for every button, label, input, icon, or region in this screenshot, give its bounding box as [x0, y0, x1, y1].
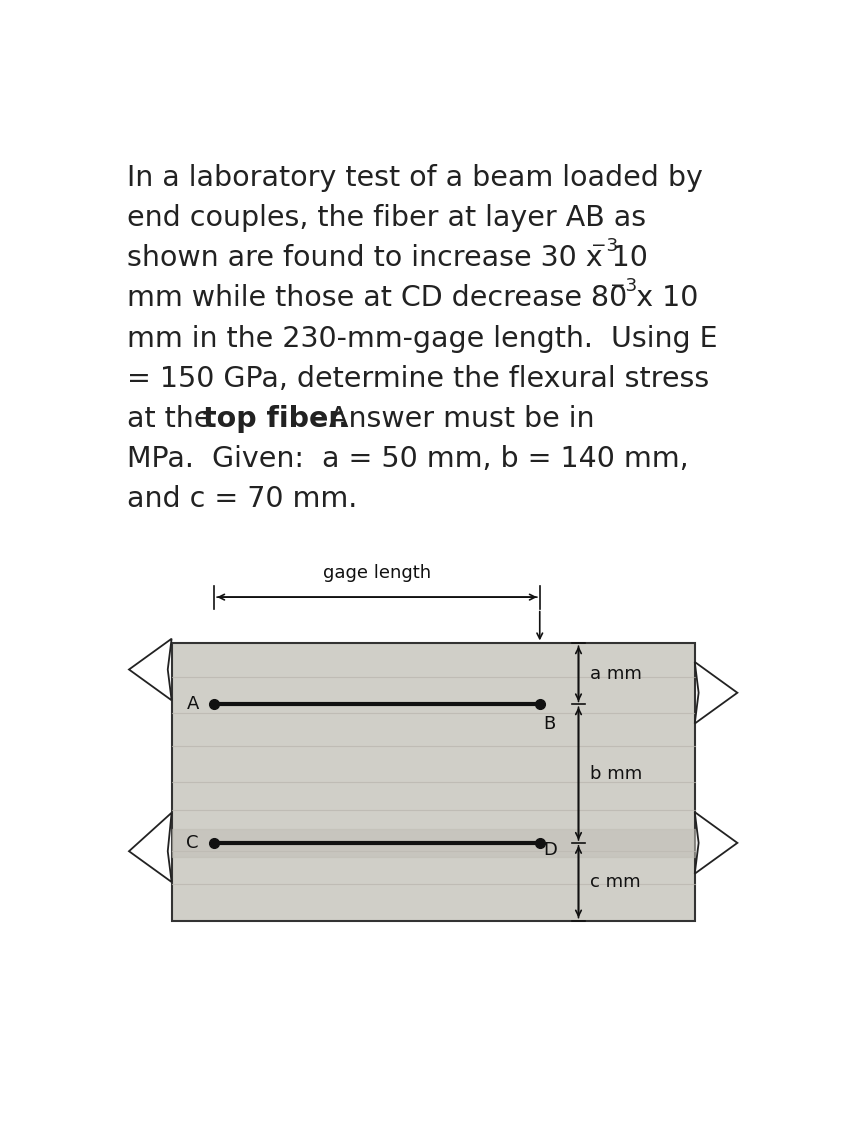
- Text: A: A: [186, 695, 199, 713]
- Text: D: D: [544, 841, 558, 859]
- Polygon shape: [695, 662, 738, 724]
- Text: MPa.  Given:  a = 50 mm, b = 140 mm,: MPa. Given: a = 50 mm, b = 140 mm,: [128, 445, 689, 473]
- Text: Answer must be in: Answer must be in: [311, 404, 595, 432]
- Text: = 150 GPa, determine the flexural stress: = 150 GPa, determine the flexural stress: [128, 365, 710, 393]
- Text: shown are found to increase 30 x 10: shown are found to increase 30 x 10: [128, 244, 648, 272]
- Text: C: C: [186, 834, 199, 852]
- Text: gage length: gage length: [323, 564, 431, 582]
- Text: top fiber.: top fiber.: [203, 404, 349, 432]
- Text: −3: −3: [591, 236, 618, 254]
- Bar: [172, 643, 695, 921]
- Text: mm in the 230-mm-gage length.  Using E: mm in the 230-mm-gage length. Using E: [128, 324, 718, 352]
- Text: c mm: c mm: [591, 873, 640, 891]
- Polygon shape: [129, 813, 172, 882]
- Text: a mm: a mm: [591, 664, 642, 682]
- Text: end couples, the fiber at layer AB as: end couples, the fiber at layer AB as: [128, 205, 646, 232]
- Text: at the: at the: [128, 404, 221, 432]
- Text: −3: −3: [609, 277, 637, 295]
- Polygon shape: [129, 638, 172, 700]
- Text: In a laboratory test of a beam loaded by: In a laboratory test of a beam loaded by: [128, 164, 703, 193]
- Polygon shape: [695, 812, 738, 874]
- Text: mm while those at CD decrease 80 x 10: mm while those at CD decrease 80 x 10: [128, 285, 699, 313]
- Text: B: B: [544, 715, 556, 733]
- Text: and c = 70 mm.: and c = 70 mm.: [128, 484, 358, 512]
- Text: b mm: b mm: [591, 765, 642, 783]
